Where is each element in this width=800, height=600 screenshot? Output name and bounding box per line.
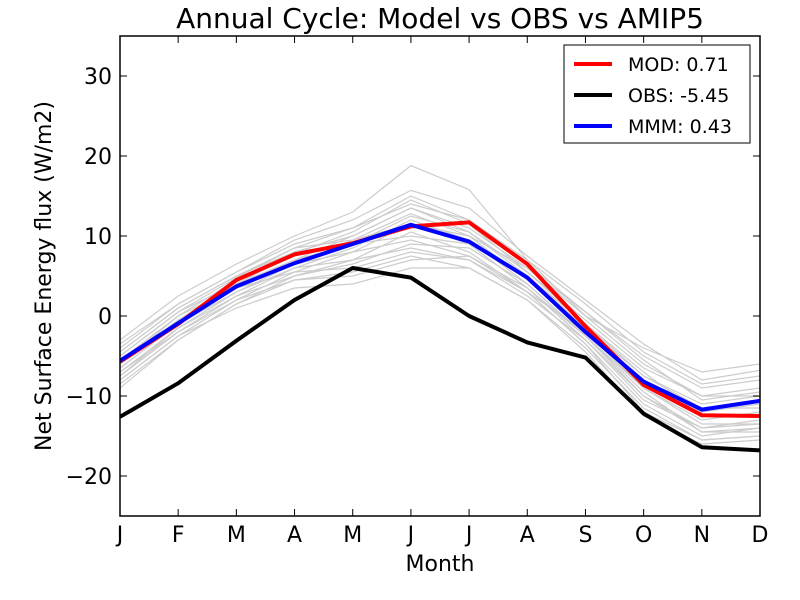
series-line-mod [120, 220, 760, 418]
x-tick-label: A [287, 523, 302, 548]
y-tick-label: −10 [66, 385, 112, 410]
x-axis-label: Month [406, 552, 475, 577]
legend-label: MMM: 0.43 [628, 116, 732, 138]
x-tick-label: J [115, 523, 124, 548]
x-tick-label: A [520, 523, 535, 548]
x-tick-label: O [635, 523, 652, 548]
y-tick-label: −20 [66, 465, 112, 490]
y-axis-label: Net Surface Energy flux (W/m2) [32, 101, 57, 451]
x-tick-label: J [464, 523, 473, 548]
legend: MOD: 0.71 OBS: -5.45 MMM: 0.43 [563, 44, 751, 144]
ensemble-member-line [120, 243, 760, 433]
series-line-obs [120, 266, 760, 453]
ensemble-member-line [120, 164, 760, 373]
y-tick-label: 0 [98, 305, 112, 330]
plot-area [120, 164, 760, 453]
chart-title: Annual Cycle: Model vs OBS vs AMIP5 [176, 2, 704, 35]
ensemble-member-line [120, 203, 760, 385]
x-tick-label: F [172, 523, 185, 548]
x-tick-label: N [694, 523, 710, 548]
x-tick-label: J [406, 523, 415, 548]
axes-frame [119, 35, 761, 517]
x-tick-label: M [227, 523, 246, 548]
y-tick-label: 30 [84, 65, 112, 90]
ensemble-member-line [120, 255, 760, 441]
x-tick-label: D [752, 523, 769, 548]
ensemble-member-line [120, 255, 760, 441]
ensemble-member-line [120, 207, 760, 397]
ensemble-member-line [120, 195, 760, 389]
axis-ticks: J F M A M J J A S O N D −20 −10 0 10 20 30 [66, 36, 769, 548]
legend-label: OBS: -5.45 [628, 85, 729, 107]
legend-label: MOD: 0.71 [628, 54, 729, 76]
series-line-mmm [120, 222, 760, 412]
x-tick-label: M [343, 523, 362, 548]
y-tick-label: 20 [84, 145, 112, 170]
y-tick-label: 10 [84, 225, 112, 250]
ensemble-member-line [120, 247, 760, 429]
x-tick-label: S [578, 523, 592, 548]
